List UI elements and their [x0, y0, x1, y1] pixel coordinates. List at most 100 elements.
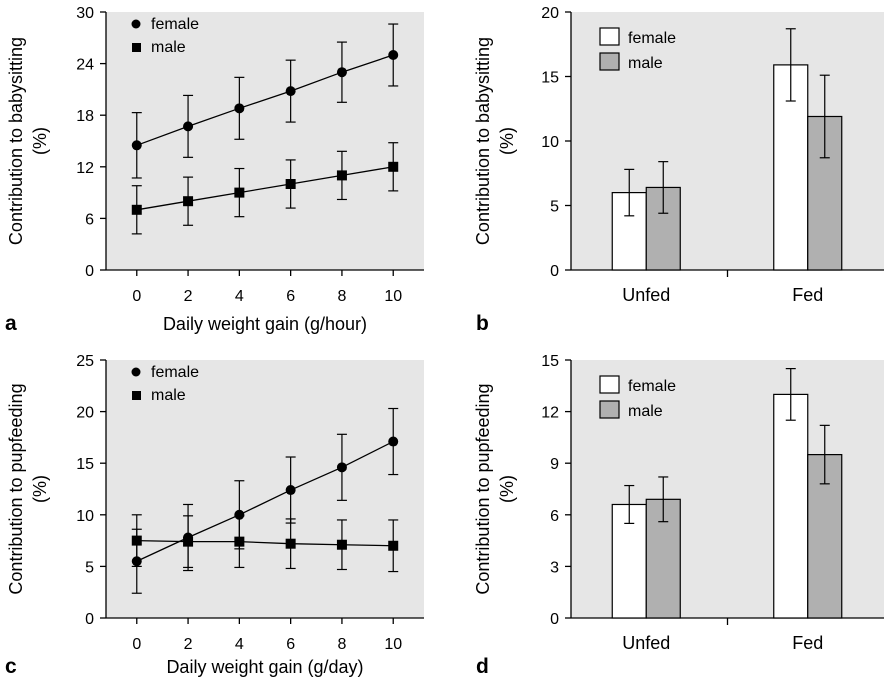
x-tick-label: 6: [286, 636, 295, 653]
y-axis-unit: (%): [30, 127, 50, 155]
legend-label-male: male: [628, 403, 663, 420]
bar-female-Fed: [773, 393, 809, 619]
y-tick-label: 20: [541, 5, 559, 22]
panel-c: 0 5 10 15 20 25 0 2 4 6 8 10 female male Contribution …: [5, 353, 424, 678]
data-point-female: [131, 140, 142, 151]
panel-letter: c: [5, 655, 17, 678]
panel-b: 0 5 10 15 20 Unfed Fed female male Contribution t…: [473, 5, 884, 335]
legend-label-female: female: [628, 30, 676, 47]
data-point-female: [388, 436, 399, 447]
plot-background: [106, 12, 424, 270]
y-tick-label: 5: [85, 559, 94, 576]
y-tick-label: 9: [550, 456, 559, 473]
series-line-female: [136, 54, 394, 146]
y-axis-unit: (%): [497, 475, 517, 503]
panel-letter: b: [476, 312, 489, 335]
legend-marker-male: [132, 43, 141, 52]
series-line-male: [136, 166, 394, 211]
y-tick-label: 12: [541, 405, 559, 422]
y-tick-label: 25: [76, 353, 94, 370]
x-tick-label: 4: [235, 288, 244, 305]
data-point-male: [131, 535, 142, 546]
y-tick-label: 0: [85, 611, 94, 628]
data-point-male: [388, 540, 399, 551]
y-tick-label: 15: [541, 353, 559, 370]
x-tick-label: 2: [184, 288, 193, 305]
data-point-female: [234, 103, 245, 114]
legend-label-male: male: [628, 55, 663, 72]
y-axis-unit: (%): [30, 475, 50, 503]
data-point-male: [183, 536, 194, 547]
x-tick-label: 10: [384, 288, 402, 305]
y-tick-label: 20: [76, 405, 94, 422]
legend-marker-female: [131, 367, 141, 377]
legend-label-male: male: [151, 39, 186, 56]
y-axis-title: Contribution to pupfeeding: [6, 383, 26, 594]
y-tick-label: 15: [76, 456, 94, 473]
x-tick-label: 0: [132, 636, 141, 653]
data-point-male: [285, 538, 296, 549]
x-axis-title: Daily weight gain (g/day): [166, 657, 363, 677]
y-tick-label: 15: [541, 70, 559, 87]
y-tick-label: 6: [85, 211, 94, 228]
x-category-label: Fed: [792, 633, 823, 653]
legend-label-female: female: [151, 16, 199, 33]
y-tick-label: 3: [550, 559, 559, 576]
data-point-male: [234, 536, 245, 547]
data-point-male: [388, 161, 399, 172]
legend-swatch-male: [599, 400, 620, 419]
x-category-label: Unfed: [622, 285, 670, 305]
data-point-female: [183, 121, 194, 132]
x-category-label: Unfed: [622, 633, 670, 653]
y-tick-label: 0: [550, 263, 559, 280]
data-point-male: [131, 204, 142, 215]
legend-marker-male: [132, 391, 141, 400]
y-axis-unit: (%): [497, 127, 517, 155]
panel-d: 0 3 6 9 12 15 Unfed Fed female male Contribution t…: [473, 353, 884, 678]
x-tick-label: 8: [337, 636, 346, 653]
legend-label-female: female: [151, 364, 199, 381]
data-point-female: [285, 485, 296, 496]
y-tick-label: 24: [76, 57, 94, 74]
y-tick-label: 0: [85, 263, 94, 280]
y-axis-title: Contribution to babysitting: [473, 37, 493, 245]
panel-letter: d: [476, 655, 489, 678]
x-tick-label: 10: [384, 636, 402, 653]
y-tick-label: 30: [76, 5, 94, 22]
y-tick-label: 6: [550, 508, 559, 525]
data-point-male: [183, 196, 194, 207]
x-category-label: Fed: [792, 285, 823, 305]
x-tick-label: 2: [184, 636, 193, 653]
data-point-female: [336, 462, 347, 473]
legend-label-male: male: [151, 387, 186, 404]
y-tick-label: 10: [541, 134, 559, 151]
legend-swatch-female: [599, 375, 620, 394]
legend-swatch-male: [599, 52, 620, 71]
y-tick-label: 0: [550, 611, 559, 628]
x-tick-label: 4: [235, 636, 244, 653]
x-axis-title: Daily weight gain (g/hour): [163, 314, 367, 334]
panel-letter: a: [5, 312, 17, 335]
data-point-female: [285, 86, 296, 97]
legend-label-female: female: [628, 378, 676, 395]
x-tick-label: 0: [132, 288, 141, 305]
legend-marker-female: [131, 19, 141, 29]
y-tick-label: 18: [76, 108, 94, 125]
y-axis-title: Contribution to pupfeeding: [473, 383, 493, 594]
y-tick-label: 5: [550, 199, 559, 216]
y-tick-label: 10: [76, 508, 94, 525]
data-point-male: [285, 179, 296, 189]
y-tick-label: 12: [76, 160, 94, 177]
data-point-female: [234, 509, 245, 520]
data-point-male: [234, 187, 245, 198]
data-point-male: [336, 170, 347, 181]
legend-swatch-female: [599, 27, 620, 46]
y-axis-title: Contribution to babysitting: [6, 37, 26, 245]
series-line-male: [136, 539, 394, 547]
data-point-male: [336, 539, 347, 550]
data-point-female: [336, 67, 347, 78]
x-tick-label: 8: [337, 288, 346, 305]
plot-background: [106, 360, 424, 618]
